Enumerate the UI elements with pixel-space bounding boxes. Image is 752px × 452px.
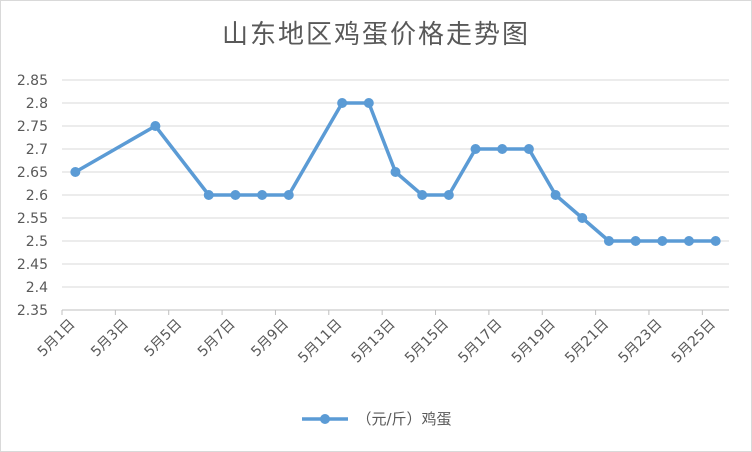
data-point — [337, 98, 348, 108]
legend: （元/斤）鸡蛋 — [0, 408, 752, 429]
x-tick-label: 5月13日 — [349, 316, 399, 366]
x-tick-label: 5月19日 — [509, 316, 559, 366]
data-point — [443, 190, 454, 200]
x-tick-label: 5月9日 — [248, 316, 292, 360]
data-point — [203, 190, 214, 200]
data-point — [417, 190, 428, 200]
y-tick-label: 2.7 — [26, 142, 48, 158]
x-tick-label: 5月17日 — [455, 316, 505, 366]
y-tick-label: 2.4 — [26, 280, 48, 296]
data-point — [257, 190, 268, 200]
y-tick-label: 2.45 — [17, 257, 48, 273]
data-point — [630, 236, 641, 246]
data-point — [657, 236, 668, 246]
data-point — [230, 190, 241, 200]
data-point — [283, 190, 294, 200]
x-tick-label: 5月7日 — [195, 316, 239, 360]
x-tick-label: 5月25日 — [669, 316, 719, 366]
data-point — [683, 236, 694, 246]
data-point — [363, 98, 374, 108]
data-point — [523, 144, 534, 154]
data-point — [497, 144, 508, 154]
data-point — [577, 213, 588, 223]
y-tick-label: 2.5 — [26, 234, 48, 250]
y-tick-label: 2.8 — [26, 96, 48, 112]
data-point — [150, 121, 161, 131]
x-tick-label: 5月5日 — [142, 316, 186, 360]
y-tick-label: 2.35 — [17, 303, 48, 319]
y-tick-label: 2.6 — [26, 188, 48, 204]
y-tick-label: 2.65 — [17, 165, 48, 181]
data-point — [470, 144, 481, 154]
x-tick-label: 5月11日 — [295, 316, 345, 366]
x-tick-label: 5月15日 — [402, 316, 452, 366]
chart-title: 山东地区鸡蛋价格走势图 — [221, 20, 530, 50]
data-point — [390, 167, 401, 177]
x-tick-label: 5月3日 — [88, 316, 132, 360]
y-tick-label: 2.55 — [17, 211, 48, 227]
legend-label: （元/斤）鸡蛋 — [356, 410, 452, 428]
x-tick-label: 5月21日 — [562, 316, 612, 366]
x-tick-label: 5月23日 — [615, 316, 665, 366]
data-point — [70, 167, 81, 177]
data-point — [710, 236, 721, 246]
legend-item: （元/斤）鸡蛋 — [300, 408, 452, 429]
y-tick-label: 2.75 — [17, 119, 48, 135]
data-point — [550, 190, 561, 200]
y-tick-label: 2.85 — [17, 73, 48, 89]
data-point — [603, 236, 614, 246]
x-tick-label: 5月1日 — [35, 316, 79, 360]
legend-swatch — [302, 413, 349, 424]
